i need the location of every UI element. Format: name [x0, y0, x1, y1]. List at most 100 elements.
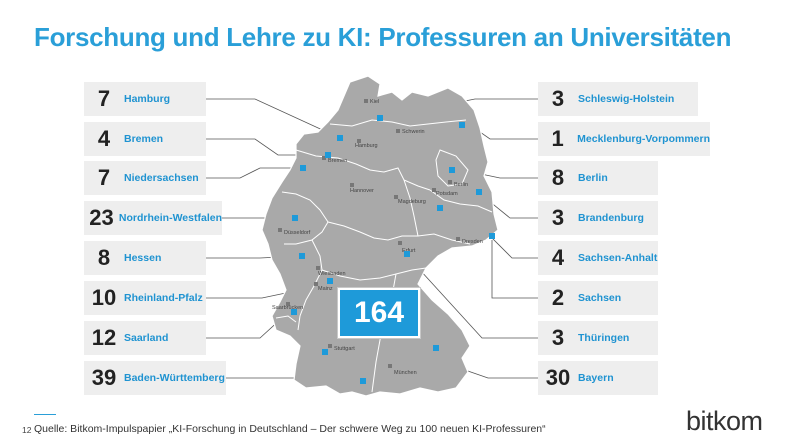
state-marker-muenchen — [360, 378, 366, 384]
state-name: Sachsen-Anhalt — [578, 252, 658, 264]
source-note: Quelle: Bitkom-Impulspapier „KI-Forschun… — [34, 423, 546, 435]
city-marker-magdeburg — [394, 195, 398, 199]
city-label-mainz: Mainz — [318, 286, 333, 292]
state-name: Brandenburg — [578, 212, 644, 224]
footer-divider — [34, 414, 56, 415]
state-box-nordrhein-westfalen: 23 Nordrhein-Westfalen — [84, 201, 222, 235]
logo-part-1: bit — [686, 406, 714, 436]
state-count: 39 — [91, 365, 117, 390]
city-label-dresden: Dresden — [462, 239, 483, 245]
city-label-wiesbaden: Wiesbaden — [318, 271, 346, 277]
state-marker-mecklenburg-vorpommern — [459, 122, 465, 128]
state-marker-bremen — [325, 152, 331, 158]
city-markers — [278, 99, 460, 368]
state-count: 4 — [97, 126, 111, 151]
state-name: Niedersachsen — [124, 172, 199, 184]
bitkom-logo: bitkom — [686, 406, 763, 437]
page-title: Forschung und Lehre zu KI: Professuren a… — [34, 22, 732, 52]
state-marker-thueringen — [404, 251, 410, 257]
state-marker-nordrhein-westfalen — [292, 215, 298, 221]
city-label-berlin: Berlin — [454, 182, 468, 188]
city-marker-hamburg — [357, 139, 361, 143]
state-markers — [291, 115, 495, 384]
state-marker-saarland — [291, 309, 297, 315]
state-box-bremen: 4 Bremen — [84, 122, 206, 156]
state-count: 8 — [551, 165, 565, 190]
state-box-niedersachsen: 7 Niedersachsen — [84, 161, 206, 195]
state-marker-hamburg — [337, 135, 343, 141]
state-count: 3 — [551, 86, 565, 111]
state-box-baden-wuerttemberg: 39 Baden-Württemberg — [84, 361, 226, 395]
state-count: 7 — [97, 86, 111, 111]
state-name: Rheinland-Pfalz — [124, 292, 203, 304]
state-name: Thüringen — [578, 332, 630, 344]
city-marker-stuttgart — [328, 344, 332, 348]
state-count: 7 — [97, 165, 111, 190]
city-marker-hannover — [350, 183, 354, 187]
state-count: 4 — [551, 245, 565, 270]
state-marker-baden-wuerttemberg — [322, 349, 328, 355]
state-box-saarland: 12 Saarland — [84, 321, 206, 355]
state-name: Bayern — [578, 372, 614, 384]
city-marker-kiel — [364, 99, 368, 103]
city-marker-wiesbaden — [316, 266, 320, 270]
city-marker-potsdam — [432, 188, 436, 192]
state-marker-brandenburg — [476, 189, 482, 195]
city-marker-schwerin — [396, 129, 400, 133]
state-marker-rheinland-pfalz — [327, 278, 333, 284]
city-marker-erfurt — [398, 241, 402, 245]
state-marker-sachsen — [489, 233, 495, 239]
state-count: 8 — [97, 245, 111, 270]
state-count: 30 — [545, 365, 571, 390]
state-name: Baden-Württemberg — [124, 372, 225, 384]
state-box-mecklenburg-vorpommern: 1 Mecklenburg-Vorpommern — [538, 122, 710, 156]
city-label-bremen: Bremen — [328, 158, 347, 164]
state-name: Schleswig-Holstein — [578, 93, 675, 105]
state-name: Saarland — [124, 332, 169, 344]
city-label-muenchen: München — [394, 370, 417, 376]
state-count: 3 — [551, 325, 565, 350]
state-name: Hessen — [124, 252, 162, 264]
state-marker-niedersachsen — [300, 165, 306, 171]
page-number: 12 — [22, 425, 32, 435]
state-marker-bayern — [433, 345, 439, 351]
city-label-saarbruecken: Saarbrücken — [272, 305, 303, 311]
state-count: 2 — [551, 285, 565, 310]
city-label-kiel: Kiel — [370, 99, 379, 105]
state-name: Nordrhein-Westfalen — [118, 212, 222, 224]
state-box-berlin: 8 Berlin — [538, 161, 658, 195]
city-marker-saarbruecken — [286, 302, 290, 306]
state-count: 3 — [551, 205, 565, 230]
state-box-hamburg: 7 Hamburg — [84, 82, 206, 116]
state-box-schleswig-holstein: 3 Schleswig-Holstein — [538, 82, 698, 116]
city-label-duesseldorf: Düsseldorf — [284, 230, 311, 236]
state-name: Berlin — [578, 172, 608, 184]
state-count: 23 — [89, 205, 114, 230]
total-badge: 164 — [338, 288, 420, 338]
state-name: Sachsen — [578, 292, 622, 304]
city-marker-duesseldorf — [278, 228, 282, 232]
state-marker-hessen — [299, 253, 305, 259]
state-count: 1 — [551, 126, 564, 151]
state-box-thueringen: 3 Thüringen — [538, 321, 658, 355]
state-name: Mecklenburg-Vorpommern — [577, 133, 710, 145]
state-box-sachsen: 2 Sachsen — [538, 281, 658, 315]
state-count: 10 — [91, 285, 117, 310]
state-box-bayern: 30 Bayern — [538, 361, 658, 395]
logo-part-2: kom — [713, 406, 763, 436]
city-label-schwerin: Schwerin — [402, 129, 425, 135]
state-box-hessen: 8 Hessen — [84, 241, 206, 275]
connector-niedersachsen — [206, 167, 302, 179]
state-box-sachsen-anhalt: 4 Sachsen-Anhalt — [538, 241, 658, 275]
state-name: Hamburg — [124, 93, 171, 105]
state-marker-schleswig-holstein — [377, 115, 383, 121]
city-label-hamburg: Hamburg — [355, 143, 378, 149]
city-label-potsdam: Potsdam — [436, 191, 458, 197]
state-marker-sachsen-anhalt — [437, 205, 443, 211]
city-label-stuttgart: Stuttgart — [334, 346, 355, 352]
state-count: 12 — [91, 325, 117, 350]
state-box-brandenburg: 3 Brandenburg — [538, 201, 658, 235]
state-marker-berlin — [449, 167, 455, 173]
state-name: Bremen — [124, 133, 164, 145]
